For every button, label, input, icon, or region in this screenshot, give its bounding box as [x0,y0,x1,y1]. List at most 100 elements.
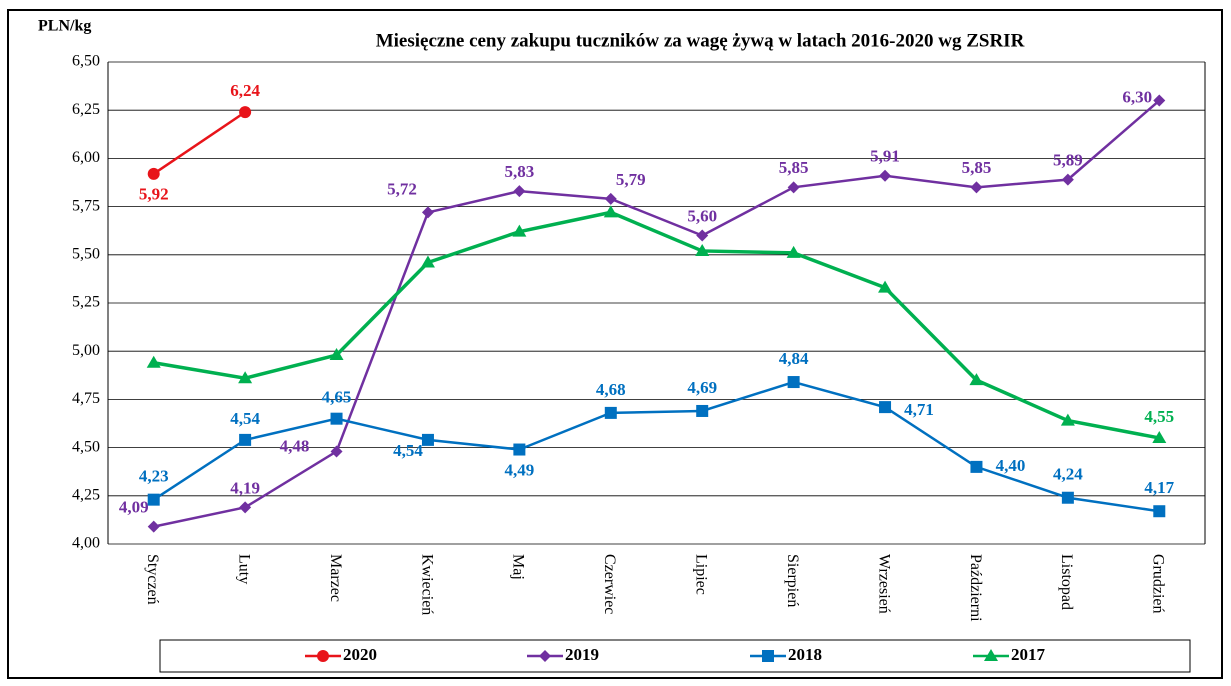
marker [786,245,801,258]
marker [147,520,160,533]
marker [329,348,344,361]
y-tick-label: 6,25 [72,101,100,118]
marker [1153,505,1166,518]
marker [1152,430,1167,443]
x-tick-label: Październi [967,554,984,622]
marker [984,649,998,661]
x-tick-label: Maj [510,554,527,580]
data-label: 4,84 [779,349,809,368]
y-tick-label: 4,75 [72,390,100,407]
marker [879,169,892,182]
marker [604,192,617,205]
series-line [153,99,1161,528]
marker [239,106,252,119]
marker [421,206,434,219]
data-label: 6,24 [230,81,260,100]
marker [239,501,252,514]
series-line [153,380,1160,513]
legend-label: 2018 [788,645,822,664]
data-label: 5,60 [687,206,717,225]
marker [421,433,434,446]
data-label: 4,68 [596,380,626,399]
data-label: 4,48 [280,436,310,455]
x-tick-label: Listopad [1058,554,1075,610]
marker [1061,491,1074,504]
marker [970,460,983,473]
data-label: 5,92 [139,185,169,204]
x-tick-label: Grudzień [1150,554,1167,614]
y-axis-label: PLN/kg [38,18,91,35]
series-line [153,111,246,175]
marker [147,167,160,180]
marker [147,493,160,506]
data-label: 4,65 [322,388,352,407]
marker [513,185,526,198]
y-tick-label: 4,25 [72,486,100,503]
data-label: 4,69 [687,378,717,397]
marker [879,401,892,414]
marker [238,371,253,384]
data-label: 5,85 [962,158,992,177]
marker [512,224,527,237]
data-label: 5,91 [870,147,900,166]
frame [7,9,1223,679]
marker [513,443,526,456]
x-tick-label: Wrzesień [875,554,892,614]
x-tick-label: Czerwiec [601,554,618,614]
data-label: 4,49 [505,460,535,479]
marker [1061,173,1074,186]
data-label: 5,89 [1053,151,1083,170]
marker [787,376,800,389]
y-tick-label: 5,00 [72,342,100,359]
data-label: 4,71 [904,400,934,419]
data-label: 4,54 [393,441,423,460]
series-line [153,210,1160,440]
data-label: 4,09 [119,498,149,517]
marker [603,205,618,218]
chart-title: Miesięczne ceny zakupu tuczników za wagę… [376,30,1025,51]
marker [330,445,343,458]
data-label: 4,24 [1053,465,1083,484]
marker [695,243,710,256]
y-tick-label: 6,00 [72,149,100,166]
marker [330,412,343,425]
marker [146,355,161,368]
x-tick-label: Luty [235,554,252,584]
data-label: 5,85 [779,158,809,177]
marker [696,229,709,242]
marker [604,406,617,419]
marker [696,404,709,417]
legend-label: 2017 [1011,645,1046,664]
legend-label: 2019 [565,645,599,664]
marker [878,280,893,293]
y-tick-label: 5,25 [72,294,100,311]
marker [762,650,774,662]
data-label: 5,83 [505,162,535,181]
marker [969,373,984,386]
data-label: 4,55 [1144,407,1174,426]
x-tick-label: Marzec [327,554,344,602]
data-label: 5,72 [387,179,417,198]
x-tick-label: Lipiec [693,554,710,595]
data-label: 4,17 [1144,478,1174,497]
x-tick-label: Styczeń [144,554,161,605]
marker [787,181,800,194]
marker [1060,413,1075,426]
marker [317,650,329,662]
x-tick-label: Sierpień [784,554,801,607]
marker [539,650,551,662]
marker [1153,94,1166,107]
y-tick-label: 6,50 [72,53,100,70]
data-label: 4,54 [230,409,260,428]
data-label: 4,40 [996,456,1026,475]
legend-label: 2020 [343,645,377,664]
marker [239,433,252,446]
data-label: 4,23 [139,467,169,486]
marker [420,255,435,268]
y-tick-label: 5,50 [72,245,100,262]
marker [970,181,983,194]
data-label: 5,79 [616,170,646,189]
data-label: 6,30 [1122,87,1152,106]
y-tick-label: 4,50 [72,438,100,455]
